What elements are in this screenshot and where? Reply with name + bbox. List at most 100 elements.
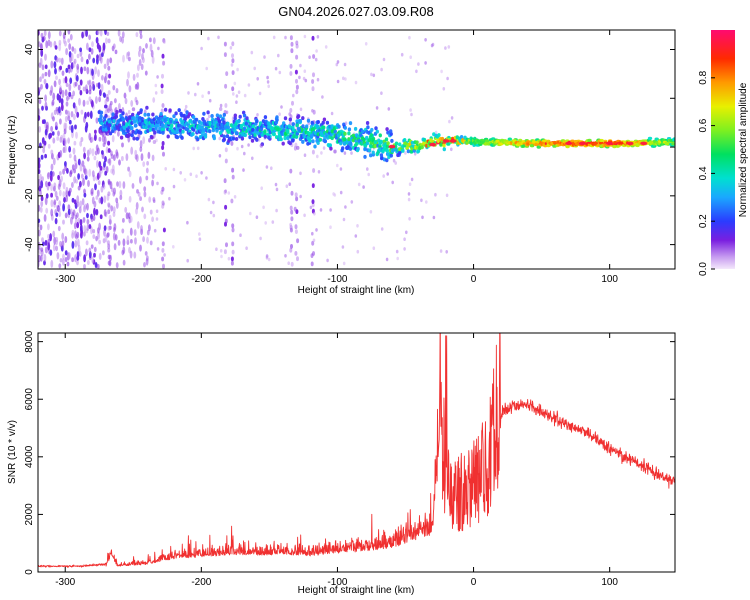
spectrogram-cell [231, 167, 235, 173]
spectrogram-cell [234, 137, 239, 141]
spectrogram-cell [58, 171, 62, 176]
spectrogram-cell [290, 48, 294, 54]
spectrogram-cell [86, 202, 89, 211]
spectrogram-cell [88, 96, 92, 102]
spectrogram-cell [299, 107, 303, 112]
spectrogram-cell [338, 138, 342, 143]
spectrogram-cell [41, 176, 44, 182]
spectrogram-cell [264, 221, 268, 225]
spectrogram-cell [222, 134, 226, 139]
spectrogram-cell [73, 199, 77, 205]
spectrogram-cell [55, 56, 59, 63]
spectrogram-xtick-label: 100 [601, 274, 618, 285]
spectrogram-cell [245, 116, 249, 121]
spectrogram-cell [237, 90, 241, 94]
spectrogram-cell [347, 137, 351, 142]
spectrogram-cell [92, 234, 96, 239]
snr-xtick-label: 100 [601, 577, 618, 588]
spectrogram-cell [106, 58, 110, 67]
spectrogram-cell [344, 77, 347, 81]
spectrogram-cell [302, 76, 306, 81]
spectrogram-cell [196, 82, 200, 86]
spectrogram-cell [47, 31, 51, 40]
spectrogram-cell [192, 146, 195, 151]
spectrogram-cell [248, 135, 252, 140]
spectrogram-cell [73, 176, 76, 184]
spectrogram-cell [110, 205, 114, 212]
spectrogram-cell [91, 80, 95, 87]
spectrogram-cell [231, 249, 235, 255]
spectrogram-cell [408, 182, 412, 186]
spectrogram-cell [127, 166, 130, 172]
spectrogram-cell [218, 114, 223, 119]
spectrogram-cell [57, 206, 61, 213]
spectrogram-cell [565, 145, 570, 149]
spectrogram-cell [282, 121, 286, 126]
spectrogram-cell [88, 168, 92, 177]
spectrogram-cell [111, 164, 115, 172]
spectrogram-cell [230, 63, 234, 67]
spectrogram-cell [126, 129, 130, 134]
snr-y-label: SNR (10 * v/v) [7, 420, 18, 484]
spectrogram-cell [81, 198, 85, 206]
spectrogram-cell [91, 170, 95, 178]
spectrogram-cell [55, 106, 59, 112]
spectrogram-cell [146, 160, 150, 166]
spectrogram-cell [76, 231, 80, 239]
spectrogram-cell [140, 224, 143, 232]
spectrogram-cell [445, 250, 449, 254]
spectrogram-cell [366, 125, 370, 130]
spectrogram-cell [108, 214, 112, 221]
spectrogram-cell [152, 97, 156, 103]
spectrogram-cell [87, 180, 90, 187]
spectrogram-cell [101, 75, 104, 81]
spectrogram-cell [100, 196, 104, 205]
spectrogram-cell [231, 223, 235, 229]
spectrogram-cell [303, 153, 307, 157]
spectrogram-cell [372, 73, 376, 78]
spectrogram-cell [495, 139, 500, 143]
spectrogram-cell [398, 150, 402, 155]
colorbar-tick-label: 0.0 [698, 262, 709, 276]
spectrogram-cell [301, 116, 305, 121]
spectrogram-cell [132, 73, 136, 81]
spectrogram-cell [353, 126, 358, 131]
spectrogram-cell [60, 103, 64, 112]
spectrogram-cell [109, 57, 113, 64]
spectrogram-cell [281, 128, 286, 133]
spectrogram-cell [199, 121, 204, 126]
spectrogram-cell [62, 191, 66, 198]
spectrogram-cell [392, 147, 396, 152]
spectrogram-cell [261, 119, 266, 124]
spectrogram-cell [218, 136, 221, 141]
spectrogram-cell [442, 139, 450, 143]
spectrogram-cell [82, 146, 86, 153]
spectrogram-cell [60, 57, 64, 65]
spectrogram-cell [80, 56, 84, 63]
spectrogram-cell [125, 153, 129, 161]
spectrogram-cell [91, 148, 95, 157]
snr-xtick-label: -100 [327, 577, 347, 588]
spectrogram-cell [152, 199, 156, 203]
spectrogram-cell [245, 246, 248, 250]
spectrogram-cell [51, 171, 55, 177]
spectrogram-cell [243, 93, 247, 98]
spectrogram-cell [225, 242, 228, 248]
spectrogram-cell [308, 138, 312, 143]
spectrogram-cell [147, 151, 151, 160]
spectrogram-cell [290, 244, 293, 249]
spectrogram-cell [96, 160, 99, 168]
spectrogram-cell [44, 53, 47, 61]
spectrogram-cell [64, 212, 68, 219]
spectrogram-cell [146, 236, 149, 244]
spectrogram-cell [200, 46, 203, 51]
spectrogram-cell [432, 215, 436, 220]
spectrogram-cell [64, 40, 67, 47]
spectrogram-cell [108, 131, 113, 136]
spectrogram-cell [403, 237, 406, 241]
spectrogram-cell [162, 60, 166, 66]
spectrogram-cell [86, 212, 89, 219]
spectrogram-cell [94, 262, 98, 269]
spectrogram-cell [38, 204, 41, 212]
spectrogram-cell [286, 128, 290, 133]
